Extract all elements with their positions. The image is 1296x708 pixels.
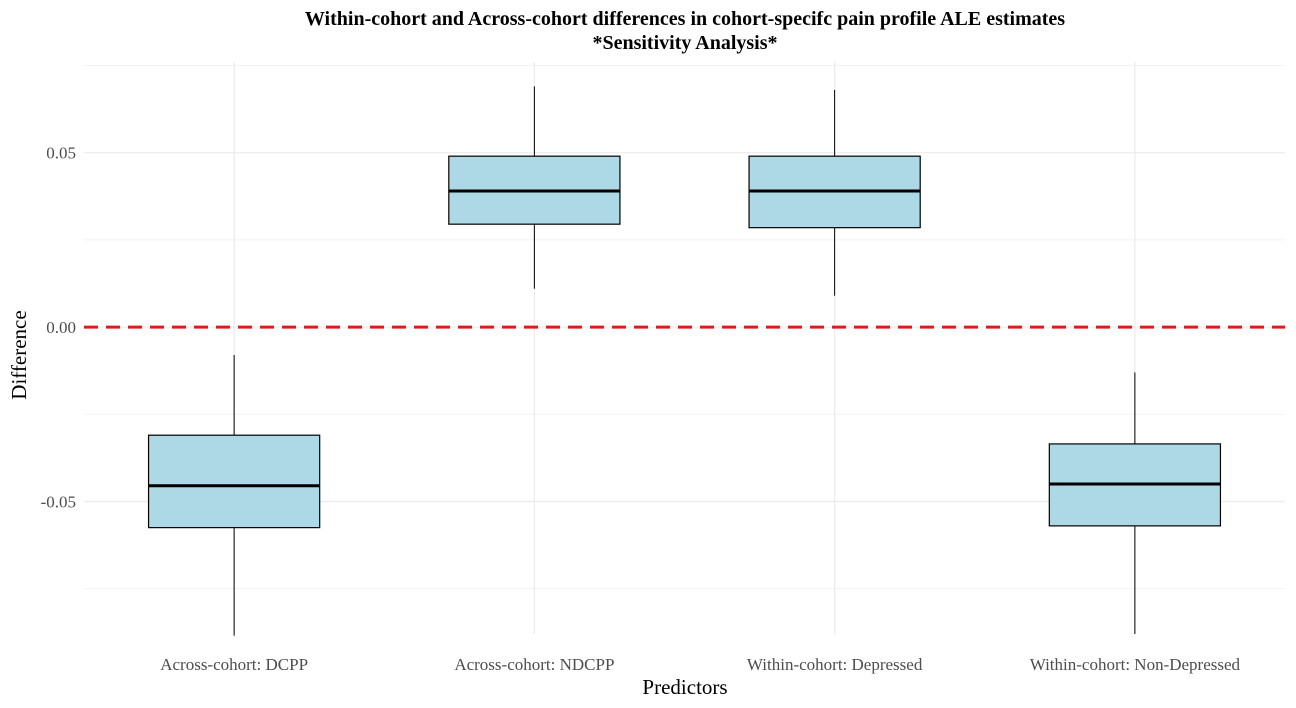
x-axis-ticks: Across-cohort: DCPP Across-cohort: NDCPP W…: [160, 655, 1240, 674]
x-tick-label: Within-cohort: Non-Depressed: [1030, 655, 1241, 674]
boxplot-3: [1048, 372, 1222, 634]
box-iqr: [147, 434, 321, 529]
boxplot-0: [147, 354, 321, 636]
chart-subtitle: *Sensitivity Analysis*: [592, 32, 777, 54]
y-axis-title: Difference: [7, 310, 31, 399]
x-tick-label: Within-cohort: Depressed: [747, 655, 923, 674]
boxplots: [147, 86, 1222, 636]
x-axis-title: Predictors: [642, 675, 727, 699]
y-tick-label: -0.05: [41, 492, 76, 511]
grid-lines: [84, 62, 1285, 634]
x-tick-label: Across-cohort: DCPP: [160, 655, 308, 674]
boxplot-2: [748, 89, 921, 296]
y-tick-label: 0.05: [46, 144, 76, 163]
x-tick-label: Across-cohort: NDCPP: [454, 655, 614, 674]
y-axis-ticks: 0.05 0.00 -0.05: [41, 144, 76, 512]
y-tick-label: 0.00: [46, 318, 76, 337]
chart-title: Within-cohort and Across-cohort differen…: [305, 8, 1065, 30]
boxplot-1: [448, 86, 621, 289]
